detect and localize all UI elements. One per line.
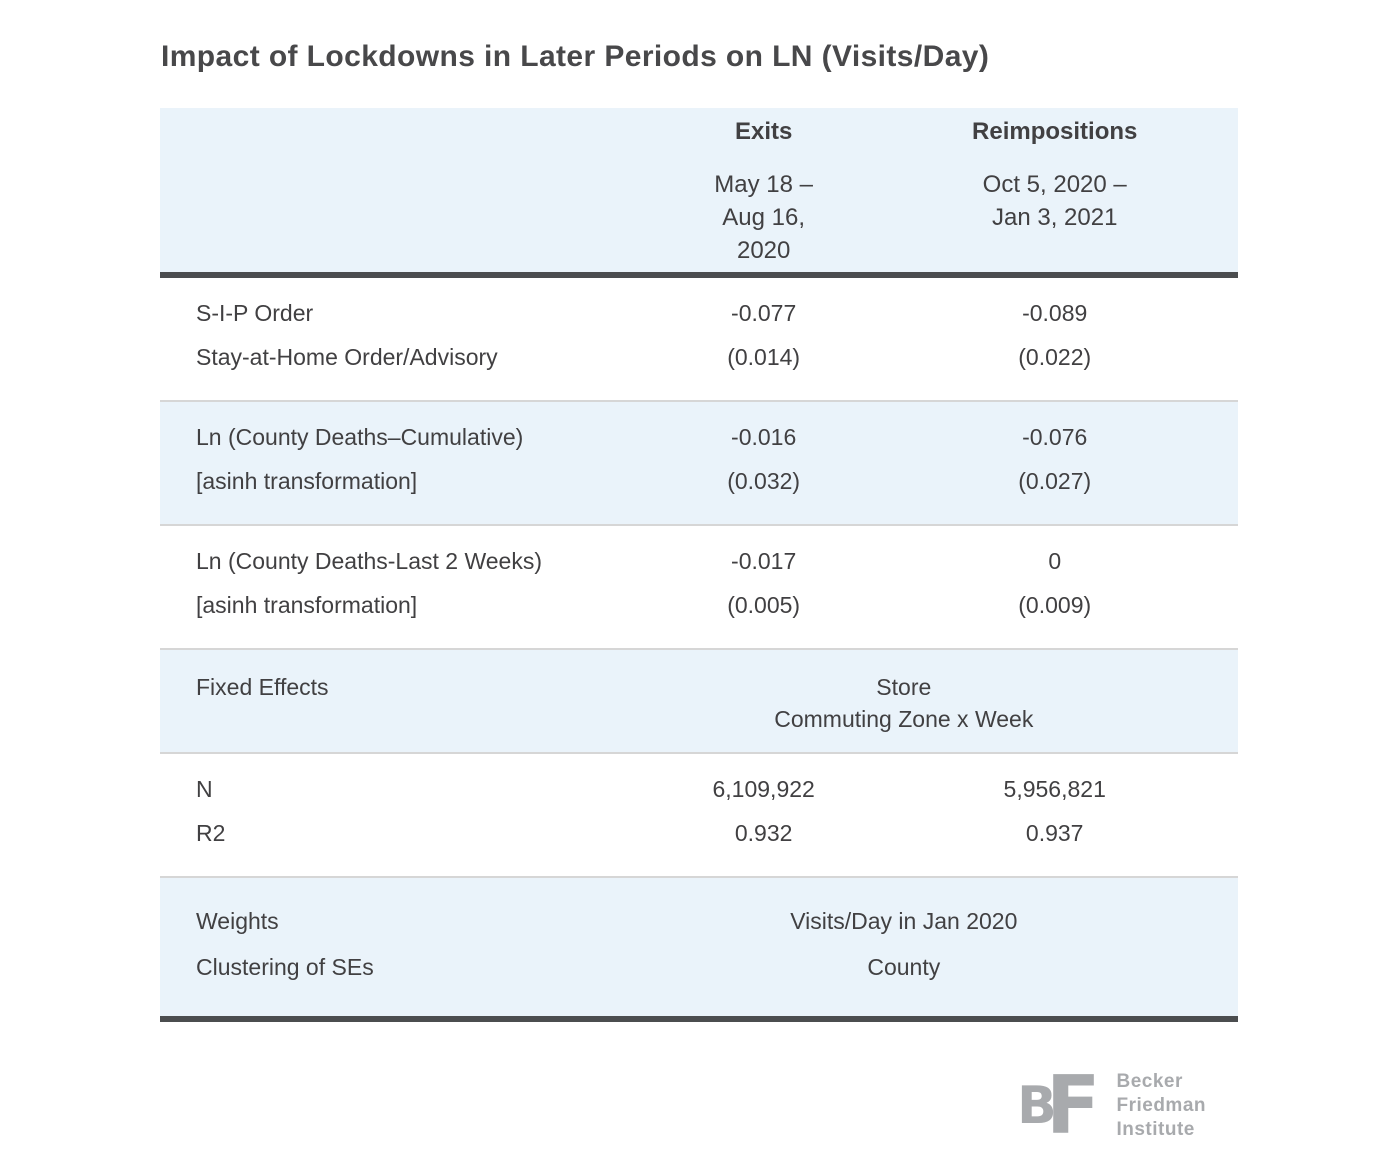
period-line: Jan 3, 2021 bbox=[991, 204, 1118, 231]
se-reimpositions: (0.022) bbox=[1018, 344, 1092, 370]
period-line: May 18 – bbox=[714, 171, 814, 198]
column-exits: Exits May 18 – Aug 16, 2020 bbox=[613, 118, 915, 267]
monogram-b: B bbox=[1017, 1076, 1057, 1136]
row-label: S-I-P Order bbox=[196, 300, 314, 326]
row-line: Fixed Effects Store bbox=[160, 672, 1238, 702]
row-label: Weights bbox=[196, 908, 279, 934]
column-reimpositions-period: Oct 5, 2020 – Jan 3, 2021 bbox=[915, 168, 1195, 234]
r2-reimpositions: 0.937 bbox=[1025, 820, 1084, 846]
row-fixed-effects: Fixed Effects Store Commuting Zone x Wee… bbox=[160, 648, 1238, 752]
value-reimpositions: 0 bbox=[1048, 548, 1062, 574]
row-label: Clustering of SEs bbox=[196, 954, 374, 980]
results-table: Exits May 18 – Aug 16, 2020 Reimposition… bbox=[160, 108, 1238, 1022]
monogram-f: F bbox=[1045, 1059, 1101, 1152]
row-line: R2 0.932 0.937 bbox=[160, 818, 1238, 848]
row-line: Stay-at-Home Order/Advisory (0.014) (0.0… bbox=[160, 342, 1238, 372]
se-reimpositions: (0.027) bbox=[1018, 468, 1092, 494]
row-line: Ln (County Deaths-Last 2 Weeks) -0.017 0 bbox=[160, 546, 1238, 576]
bfi-logo-text: Becker Friedman Institute bbox=[1116, 1070, 1206, 1142]
row-line: Ln (County Deaths–Cumulative) -0.016 -0.… bbox=[160, 422, 1238, 452]
row-sublabel: Stay-at-Home Order/Advisory bbox=[196, 344, 498, 370]
fixed-effects-value: Commuting Zone x Week bbox=[774, 706, 1034, 732]
r2-exits: 0.932 bbox=[734, 820, 793, 846]
row-deaths-cumulative: Ln (County Deaths–Cumulative) -0.016 -0.… bbox=[160, 400, 1238, 524]
n-reimpositions: 5,956,821 bbox=[1003, 776, 1106, 802]
table-body: S-I-P Order -0.077 -0.089 Stay-at-Home O… bbox=[160, 278, 1238, 1022]
bfi-monogram-icon: B F bbox=[1017, 1059, 1101, 1152]
row-n-r2: N 6,109,922 5,956,821 R2 0.932 0.937 bbox=[160, 752, 1238, 876]
bfi-logo: B F Becker Friedman Institute bbox=[160, 1059, 1238, 1152]
value-exits: -0.017 bbox=[731, 548, 797, 574]
period-line: Aug 16, bbox=[722, 204, 806, 231]
value-reimpositions: -0.076 bbox=[1022, 424, 1088, 450]
row-label: R2 bbox=[196, 820, 226, 846]
n-exits: 6,109,922 bbox=[712, 776, 815, 802]
logo-line: Institute bbox=[1116, 1119, 1195, 1140]
row-line: N 6,109,922 5,956,821 bbox=[160, 774, 1238, 804]
column-exits-period: May 18 – Aug 16, 2020 bbox=[613, 168, 915, 267]
column-exits-label: Exits bbox=[734, 118, 793, 145]
se-exits: (0.032) bbox=[727, 468, 801, 494]
logo-line: Friedman bbox=[1116, 1095, 1206, 1116]
header-grid: Exits May 18 – Aug 16, 2020 Reimposition… bbox=[160, 118, 1238, 267]
row-label: Ln (County Deaths-Last 2 Weeks) bbox=[196, 548, 543, 574]
period-line: 2020 bbox=[736, 237, 791, 264]
se-exits: (0.014) bbox=[727, 344, 801, 370]
row-line: S-I-P Order -0.077 -0.089 bbox=[160, 298, 1238, 328]
row-line: Commuting Zone x Week bbox=[160, 704, 1238, 734]
row-label: Ln (County Deaths–Cumulative) bbox=[196, 424, 524, 450]
row-deaths-last2weeks: Ln (County Deaths-Last 2 Weeks) -0.017 0… bbox=[160, 524, 1238, 648]
row-weights-clustering: Weights Visits/Day in Jan 2020 Clusterin… bbox=[160, 876, 1238, 1016]
row-sip-order: S-I-P Order -0.077 -0.089 Stay-at-Home O… bbox=[160, 278, 1238, 400]
value-reimpositions: -0.089 bbox=[1022, 300, 1088, 326]
content-wrap: Impact of Lockdowns in Later Periods on … bbox=[160, 40, 1238, 1152]
value-exits: -0.077 bbox=[731, 300, 797, 326]
row-sublabel: [asinh transformation] bbox=[196, 468, 418, 494]
se-reimpositions: (0.009) bbox=[1018, 592, 1092, 618]
logo-line: Becker bbox=[1116, 1071, 1183, 1092]
period-line: Oct 5, 2020 – bbox=[982, 171, 1127, 198]
row-label: Fixed Effects bbox=[196, 674, 329, 700]
column-reimpositions: Reimpositions Oct 5, 2020 – Jan 3, 2021 bbox=[915, 118, 1195, 234]
value-exits: -0.016 bbox=[731, 424, 797, 450]
row-line: Weights Visits/Day in Jan 2020 bbox=[160, 906, 1238, 936]
se-exits: (0.005) bbox=[727, 592, 801, 618]
table-title: Impact of Lockdowns in Later Periods on … bbox=[161, 40, 990, 73]
row-line: [asinh transformation] (0.032) (0.027) bbox=[160, 466, 1238, 496]
weights-value: Visits/Day in Jan 2020 bbox=[790, 908, 1018, 934]
clustering-value: County bbox=[867, 954, 941, 980]
row-sublabel: [asinh transformation] bbox=[196, 592, 418, 618]
row-line: [asinh transformation] (0.005) (0.009) bbox=[160, 590, 1238, 620]
column-reimpositions-label: Reimpositions bbox=[972, 118, 1138, 145]
row-label: N bbox=[196, 776, 213, 802]
fixed-effects-value: Store bbox=[876, 674, 932, 700]
row-line: Clustering of SEs County bbox=[160, 952, 1238, 982]
table-header: Exits May 18 – Aug 16, 2020 Reimposition… bbox=[160, 108, 1238, 278]
